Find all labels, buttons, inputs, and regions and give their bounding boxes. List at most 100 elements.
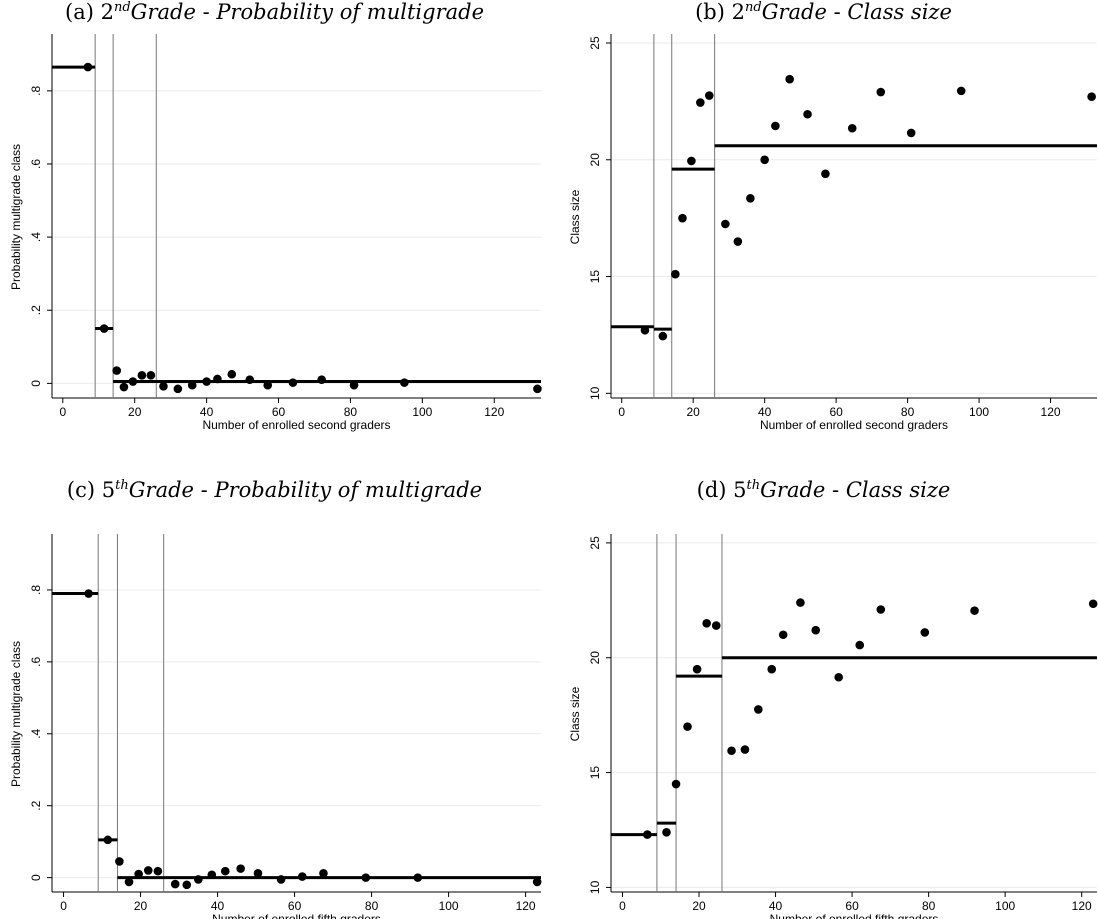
- x-axis-label: Number of enrolled fifth graders: [770, 912, 939, 919]
- panel-b: (b) 2ndGrade - Class size 0 20 40 60 80 100 12…: [549, 0, 1098, 460]
- x-tick-label: 80: [365, 899, 379, 913]
- data-point: [253, 869, 263, 878]
- x-tick-label: 0: [60, 899, 67, 913]
- data-point: [876, 605, 886, 614]
- x-axis-label: Number of enrolled fifth graders: [212, 912, 381, 919]
- data-point: [119, 382, 129, 392]
- y-tick-label: .6: [29, 657, 43, 667]
- y-tick-label: .4: [29, 728, 43, 738]
- data-point: [103, 835, 113, 845]
- data-point: [771, 121, 780, 131]
- y-tick-label: 10: [588, 386, 602, 400]
- data-point: [297, 872, 307, 881]
- data-point: [349, 380, 359, 390]
- y-axis-label: Probability multigrade class: [9, 641, 23, 787]
- data-point: [263, 380, 273, 390]
- data-point: [692, 664, 702, 674]
- x-tick-label: 0: [59, 405, 66, 419]
- data-point: [760, 155, 769, 165]
- data-point: [288, 378, 298, 387]
- data-point: [671, 779, 681, 789]
- data-point: [847, 123, 857, 133]
- data-point: [213, 374, 222, 384]
- data-point: [317, 375, 326, 385]
- chart-title: (d) 5thGrade - Class size: [696, 478, 951, 502]
- data-point: [704, 91, 714, 100]
- data-point: [207, 870, 217, 880]
- data-point: [276, 875, 286, 884]
- x-tick-label: 120: [1072, 899, 1092, 913]
- chart-b: 0 20 40 60 80 100 120 10 15 20 25 Number of enrolle…: [568, 34, 1097, 432]
- data-point: [970, 606, 979, 615]
- x-tick-label: 120: [516, 899, 536, 913]
- y-tick-label: 25: [588, 36, 602, 50]
- data-point: [220, 866, 230, 876]
- data-point: [413, 873, 423, 882]
- data-point: [143, 866, 153, 875]
- x-tick-label: 80: [901, 405, 915, 419]
- x-tick-label: 20: [692, 899, 706, 913]
- x-tick-label: 20: [134, 899, 148, 913]
- chart-title: (b) 2ndGrade - Class size: [695, 0, 952, 24]
- data-point: [643, 830, 652, 839]
- chart-a: 0 20 40 60 80 100 120 0 .2 .4 .6 .8 Number of enroll…: [9, 34, 542, 432]
- data-point: [182, 880, 192, 890]
- data-point: [187, 380, 197, 390]
- data-point: [194, 875, 203, 884]
- data-point: [83, 62, 93, 72]
- data-point: [236, 864, 245, 873]
- x-tick-label: 0: [619, 899, 626, 913]
- y-tick-label: .8: [29, 86, 43, 96]
- x-tick-label: 60: [829, 405, 843, 419]
- data-point: [956, 86, 966, 96]
- data-point: [128, 377, 138, 386]
- data-point: [702, 618, 711, 628]
- x-tick-label: 40: [769, 899, 783, 913]
- data-point: [920, 628, 930, 637]
- data-point: [115, 857, 124, 866]
- data-point: [640, 325, 650, 335]
- x-tick-label: 60: [272, 405, 286, 419]
- data-point: [834, 672, 843, 682]
- data-point: [821, 169, 830, 179]
- data-point: [687, 156, 696, 166]
- data-point: [245, 375, 255, 385]
- data-point: [533, 384, 542, 394]
- data-point: [711, 621, 721, 630]
- data-point: [400, 378, 409, 387]
- data-point: [855, 640, 865, 650]
- x-tick-label: 100: [995, 899, 1015, 913]
- data-point: [227, 369, 237, 379]
- x-tick-label: 20: [687, 405, 701, 419]
- y-tick-label: 10: [588, 880, 602, 894]
- data-point: [1087, 92, 1096, 102]
- y-tick-label: .2: [29, 800, 43, 810]
- x-tick-label: 120: [1041, 405, 1061, 419]
- y-tick-label: 25: [588, 536, 602, 550]
- x-tick-label: 80: [344, 405, 358, 419]
- data-point: [658, 331, 668, 341]
- data-point: [134, 869, 143, 879]
- panel-c: (c) 5thGrade - Probability of multigrade…: [0, 460, 549, 919]
- x-tick-label: 40: [758, 405, 772, 419]
- panel-d: (d) 5thGrade - Class size 0 20 40 60 80 100 12…: [549, 460, 1098, 919]
- x-tick-label: 0: [618, 405, 625, 419]
- y-tick-label: 15: [588, 766, 602, 780]
- data-point: [803, 109, 812, 119]
- y-tick-label: .2: [29, 305, 43, 315]
- data-point: [124, 877, 134, 887]
- x-axis-label: Number of enrolled second graders: [202, 418, 390, 432]
- data-point: [876, 87, 886, 97]
- data-point: [678, 213, 687, 223]
- y-tick-label: 0: [29, 874, 43, 881]
- data-point: [170, 879, 180, 889]
- y-tick-label: .4: [29, 232, 43, 242]
- y-tick-label: .6: [29, 159, 43, 169]
- x-tick-label: 120: [484, 405, 504, 419]
- y-tick-label: 0: [29, 380, 43, 387]
- x-tick-label: 60: [845, 899, 859, 913]
- x-tick-label: 100: [439, 899, 459, 913]
- data-point: [727, 746, 736, 756]
- x-axis-label: Number of enrolled second graders: [760, 418, 948, 432]
- data-point: [153, 866, 163, 876]
